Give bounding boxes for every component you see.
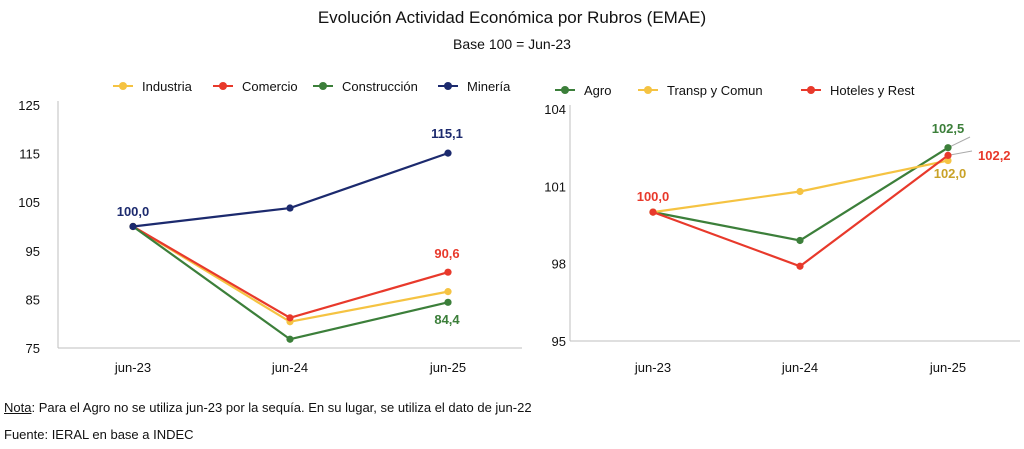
legend-swatch-marker	[644, 86, 652, 94]
y-tick-label: 95	[26, 244, 40, 259]
legend-label: Comercio	[242, 79, 298, 94]
series-line	[132, 225, 449, 323]
series-line	[652, 154, 949, 268]
x-tick-label: jun-23	[634, 360, 671, 375]
y-tick-label: 75	[26, 341, 40, 356]
y-tick-label: 95	[552, 334, 566, 349]
data-point	[286, 204, 294, 212]
footnote: Nota: Para el Agro no se utiliza jun-23 …	[4, 400, 532, 415]
data-label: 102,0	[934, 166, 967, 181]
y-tick-label: 105	[18, 195, 40, 210]
legend-swatch-marker	[219, 82, 227, 90]
legend-label: Hoteles y Rest	[830, 83, 915, 98]
series-line	[132, 152, 449, 228]
legend-swatch-marker	[119, 82, 127, 90]
data-label-leader	[947, 150, 973, 156]
data-label: 102,5	[932, 121, 965, 136]
data-point	[944, 151, 952, 159]
legend-swatch-marker	[444, 82, 452, 90]
data-point	[944, 144, 952, 152]
data-label: 102,2	[978, 148, 1011, 163]
series-line	[652, 159, 949, 214]
data-point	[444, 268, 452, 276]
legend-label: Agro	[584, 83, 611, 98]
data-point	[444, 149, 452, 157]
x-tick-label: jun-25	[929, 360, 966, 375]
legend-label: Transp y Comun	[667, 83, 763, 98]
data-point	[286, 335, 294, 343]
x-tick-label: jun-24	[271, 360, 308, 375]
data-label: 90,6	[434, 246, 459, 261]
legend-swatch-marker	[561, 86, 569, 94]
data-label: 100,0	[637, 189, 670, 204]
legend-label: Industria	[142, 79, 193, 94]
legend-swatch-marker	[319, 82, 327, 90]
data-label: 84,4	[434, 312, 460, 327]
footnote-text: : Para el Agro no se utiliza jun-23 por …	[31, 400, 532, 415]
y-tick-label: 125	[18, 98, 40, 113]
data-point	[444, 288, 452, 296]
x-tick-label: jun-23	[114, 360, 151, 375]
data-point	[444, 298, 452, 306]
y-tick-label: 115	[19, 147, 40, 162]
data-point	[286, 314, 294, 322]
data-point	[649, 208, 657, 216]
legend-label: Construcción	[342, 79, 418, 94]
series-line	[132, 225, 449, 320]
data-label: 115,1	[431, 126, 463, 141]
data-point	[129, 222, 137, 231]
y-tick-label: 98	[552, 257, 566, 272]
right-line-chart: 95 98 101 104 jun-23 jun-24 jun-25 Agro Transp y…	[544, 83, 1020, 375]
y-tick-label: 101	[544, 179, 566, 194]
y-tick-label: 104	[544, 102, 566, 117]
left-line-chart: 75 85 95 105 115 125 jun-23 jun-24 jun-25 Industr…	[18, 79, 522, 375]
chart-title: Evolución Actividad Económica por Rubros…	[317, 8, 707, 27]
data-label-leader	[947, 136, 971, 149]
data-point	[796, 187, 804, 196]
data-point	[796, 236, 804, 245]
x-tick-label: jun-24	[781, 360, 818, 375]
data-point	[944, 156, 952, 165]
y-tick-label: 85	[26, 292, 40, 307]
source-note: Fuente: IERAL en base a INDEC	[4, 427, 194, 442]
legend-swatch-marker	[807, 86, 815, 94]
footnote-label: Nota	[4, 400, 32, 415]
x-tick-label: jun-25	[429, 360, 466, 375]
data-label: 100,0	[117, 204, 150, 219]
data-point	[796, 262, 804, 270]
chart-subtitle: Base 100 = Jun-23	[453, 36, 571, 52]
legend-label: Minería	[467, 79, 511, 94]
